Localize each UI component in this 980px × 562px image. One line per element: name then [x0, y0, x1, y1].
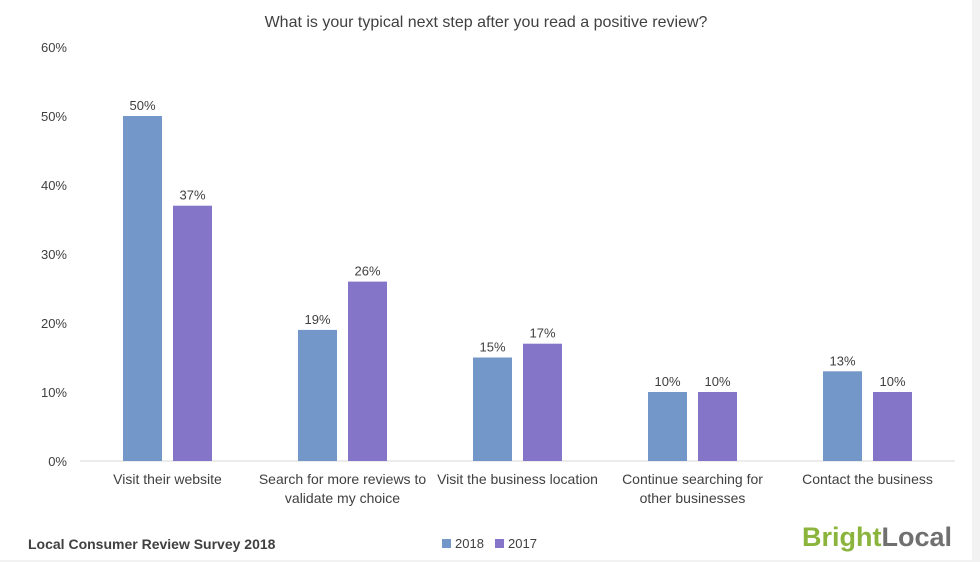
y-axis: 0% 10% 20% 30% 40% 50% 60% — [41, 40, 67, 469]
y-tick-label: 10% — [41, 385, 67, 400]
legend-swatch-2018 — [442, 539, 451, 548]
data-label: 10% — [879, 374, 905, 389]
bar-2017 — [873, 392, 912, 461]
data-label: 13% — [829, 353, 855, 368]
data-label: 15% — [479, 340, 505, 355]
data-label: 10% — [704, 374, 730, 389]
legend-swatch-2017 — [495, 539, 504, 548]
data-label: 26% — [354, 264, 380, 279]
y-tick-label: 0% — [48, 454, 67, 469]
category-label: Continue searching for — [622, 471, 763, 487]
y-tick-label: 20% — [41, 316, 67, 331]
y-tick-label: 40% — [41, 178, 67, 193]
category-labels: Visit their website Search for more revie… — [113, 471, 933, 506]
data-label: 50% — [129, 98, 155, 113]
chart-title: What is your typical next step after you… — [265, 14, 708, 31]
y-tick-label: 60% — [41, 40, 67, 55]
category-label: Visit the business location — [437, 471, 598, 487]
category-label: Visit their website — [113, 471, 222, 487]
bar-2017 — [698, 392, 737, 461]
data-label: 17% — [529, 326, 555, 341]
category-label: Contact the business — [802, 471, 933, 487]
bar-2017 — [348, 281, 387, 461]
legend-label-2018: 2018 — [455, 536, 484, 551]
y-tick-label: 30% — [41, 247, 67, 262]
brand-part-local: Local — [881, 522, 952, 552]
bar-2017 — [173, 205, 212, 461]
bars — [123, 116, 912, 461]
category-label: other businesses — [640, 490, 746, 506]
brightlocal-logo: BrightLocal — [802, 522, 952, 552]
data-label: 10% — [654, 374, 680, 389]
category-label: validate my choice — [285, 490, 400, 506]
bar-2018 — [648, 392, 687, 461]
bar-2017 — [523, 343, 562, 461]
legend: 2018 2017 — [442, 536, 537, 551]
survey-label: Local Consumer Review Survey 2018 — [28, 536, 276, 552]
data-labels: 50% 37% 19% 26% 15% 17% 10% 10% 13% 10% — [129, 98, 905, 389]
brand-part-bright: Bright — [802, 522, 881, 552]
data-label: 37% — [179, 188, 205, 203]
data-label: 19% — [304, 312, 330, 327]
legend-label-2017: 2017 — [508, 536, 537, 551]
category-label: Search for more reviews to — [259, 471, 426, 487]
y-tick-label: 50% — [41, 109, 67, 124]
bar-2018 — [298, 329, 337, 461]
bar-2018 — [823, 371, 862, 461]
bar-2018 — [473, 357, 512, 461]
bar-2018 — [123, 116, 162, 461]
